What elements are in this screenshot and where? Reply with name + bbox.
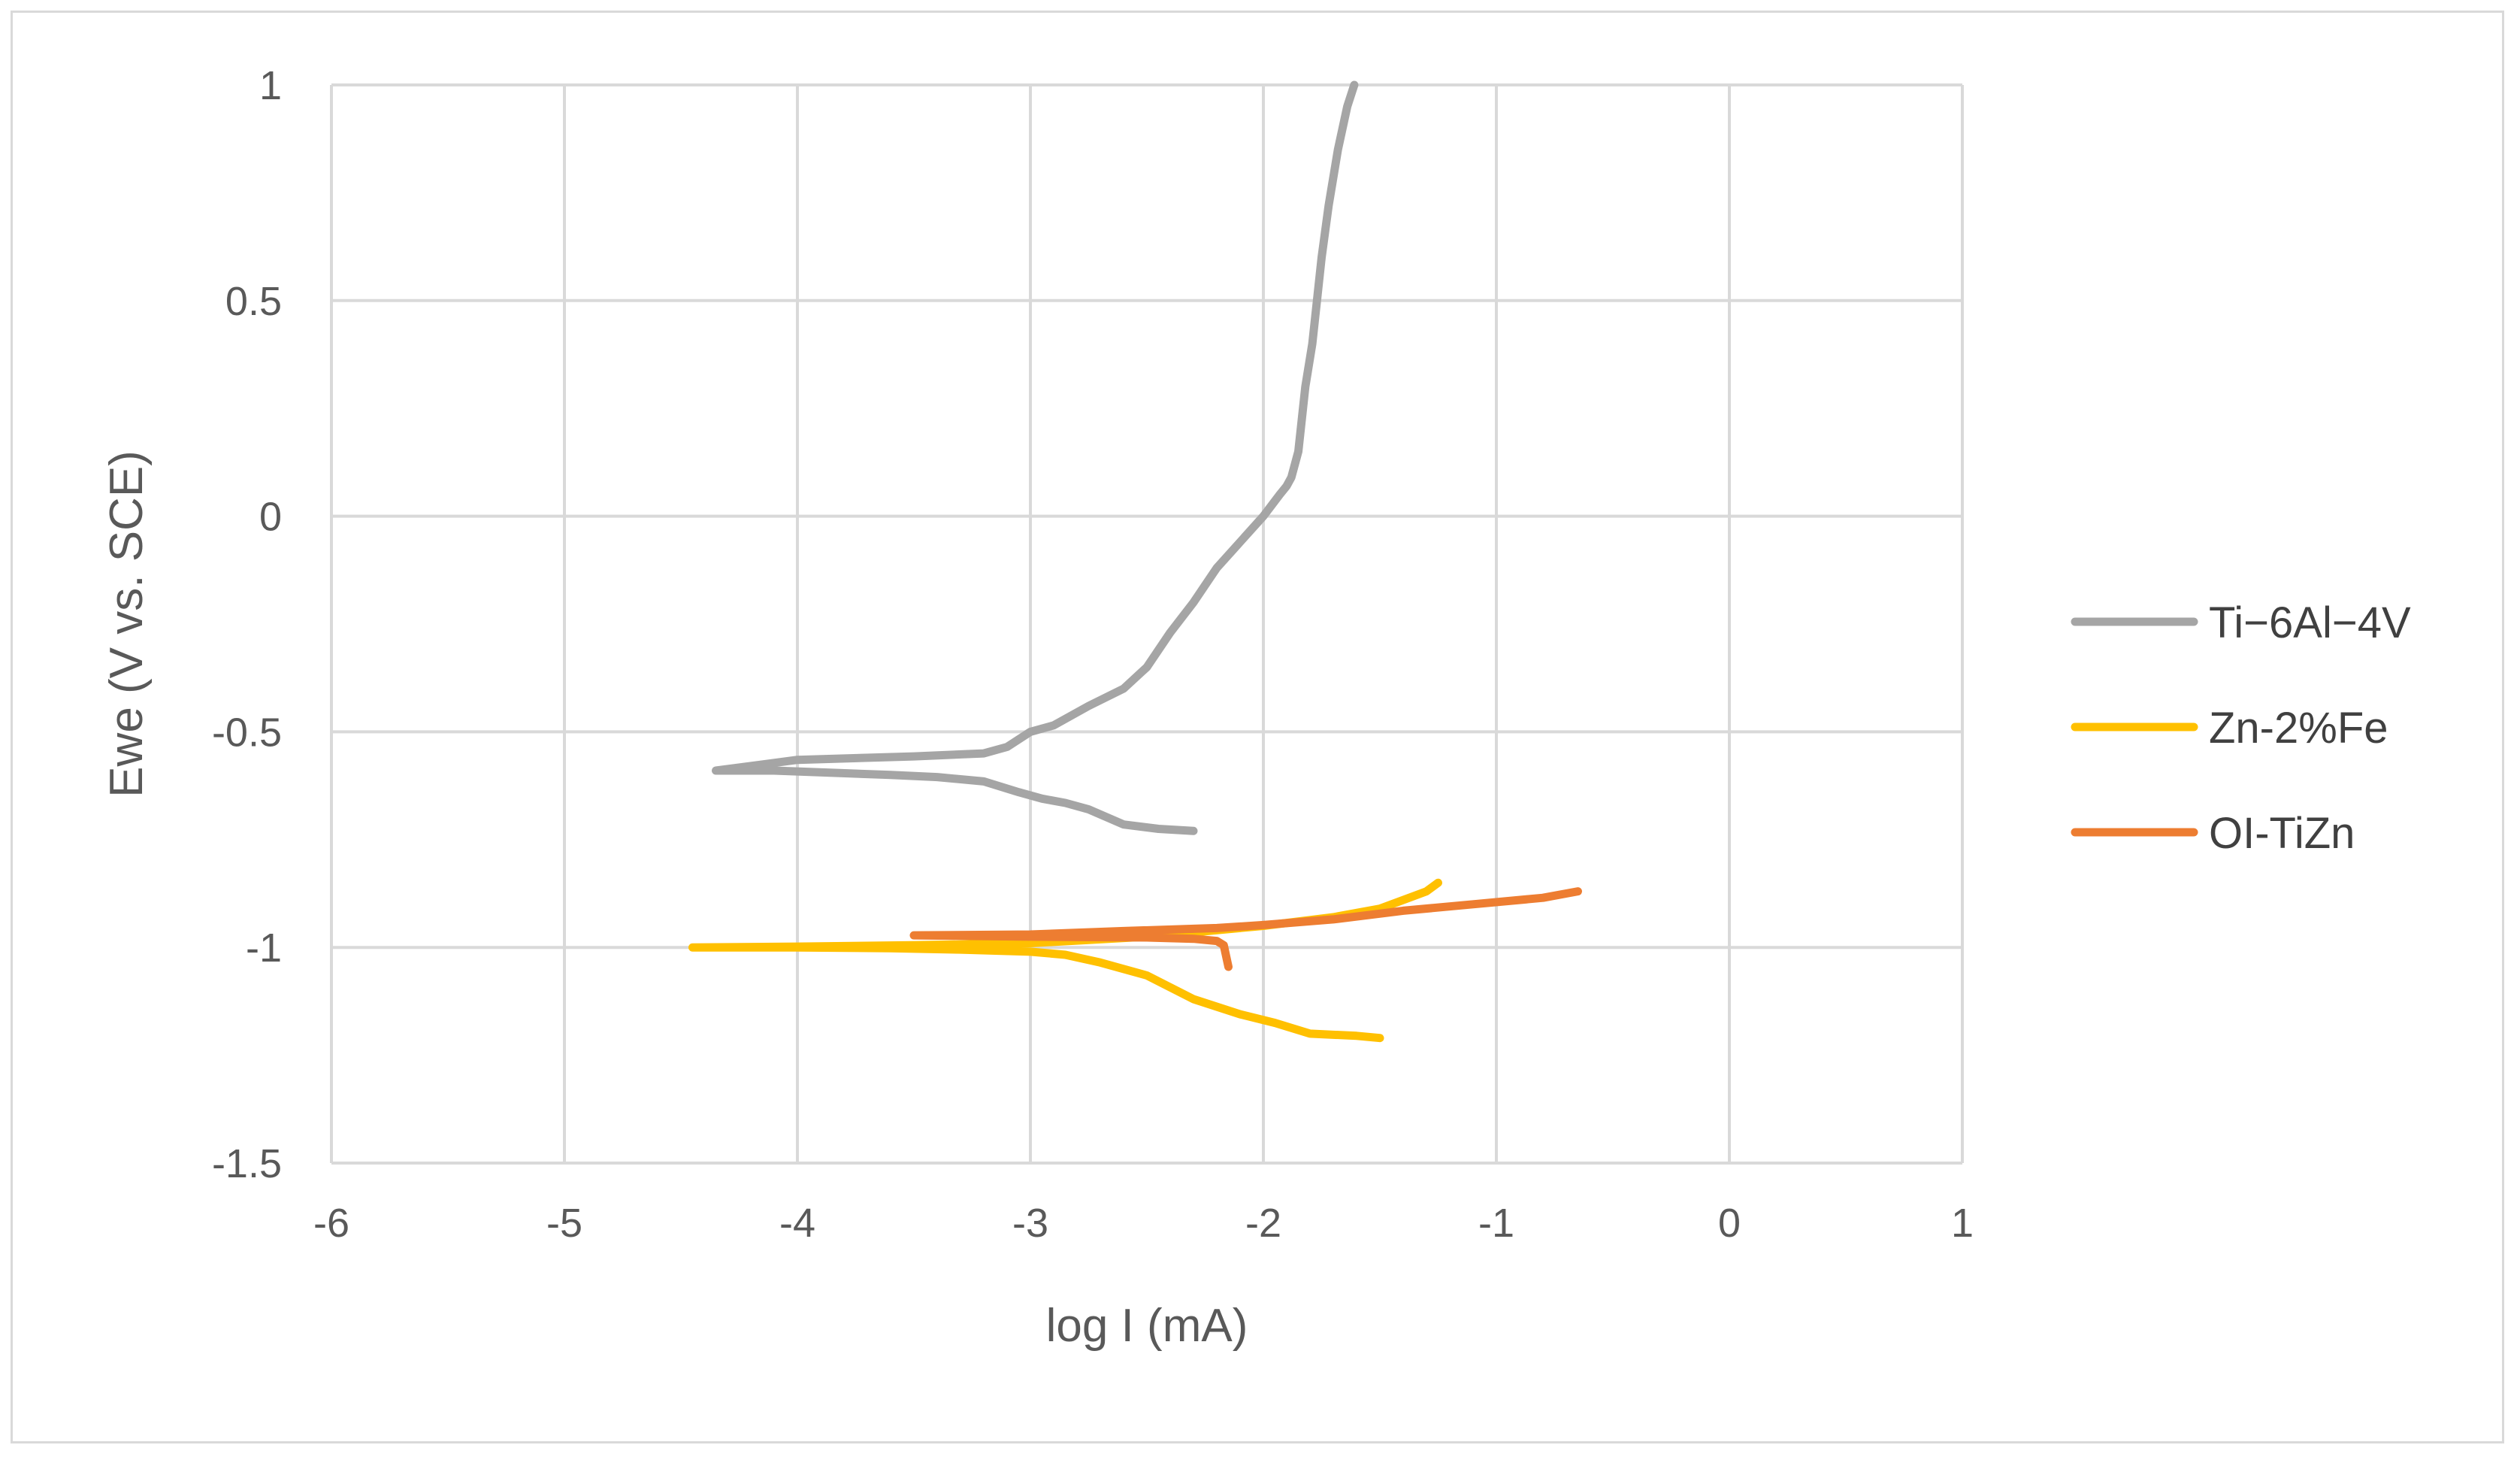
y-tick-label: 0.5 bbox=[225, 279, 282, 324]
series-line-0 bbox=[712, 80, 1359, 835]
x-tick-label: -2 bbox=[1245, 1201, 1281, 1246]
chart-frame: -6 -5 -4 -3 -2 -1 0 1 -1.5 -1 -0.5 0 0.5 1 log I (mA)… bbox=[11, 11, 2504, 1443]
series-layer bbox=[688, 80, 1582, 1043]
x-tick-label: -6 bbox=[313, 1201, 349, 1246]
series-line-1 bbox=[688, 878, 1442, 1043]
legend-label: Ti−6Al−4V bbox=[2209, 598, 2411, 647]
grid-layer bbox=[330, 83, 1964, 1165]
legend: Ti−6Al−4V Zn-2%Fe OI-TiZn bbox=[2071, 598, 2411, 858]
y-axis-title: Ewe (V vs. SCE) bbox=[101, 450, 153, 798]
x-axis-title: log I (mA) bbox=[1046, 1300, 1248, 1352]
chart-svg: -6 -5 -4 -3 -2 -1 0 1 -1.5 -1 -0.5 0 0.5 1 log I (mA)… bbox=[101, 63, 2411, 1352]
series-line-2 bbox=[909, 887, 1582, 971]
y-tick-label: -1 bbox=[246, 925, 282, 971]
tick-layer: -6 -5 -4 -3 -2 -1 0 1 -1.5 -1 -0.5 0 0.5 1 bbox=[212, 63, 1974, 1246]
x-tick-label: 1 bbox=[1951, 1201, 1974, 1246]
x-tick-label: -5 bbox=[546, 1201, 582, 1246]
y-tick-label: 0 bbox=[259, 495, 282, 540]
legend-label: Zn-2%Fe bbox=[2209, 704, 2388, 753]
x-tick-label: -3 bbox=[1012, 1201, 1048, 1246]
y-tick-label: -0.5 bbox=[212, 710, 282, 755]
legend-label: OI-TiZn bbox=[2209, 809, 2355, 858]
x-tick-label: 0 bbox=[1718, 1201, 1741, 1246]
x-tick-label: -4 bbox=[779, 1201, 815, 1246]
y-tick-label: -1.5 bbox=[212, 1141, 282, 1186]
x-tick-label: -1 bbox=[1478, 1201, 1514, 1246]
y-tick-label: 1 bbox=[259, 63, 282, 108]
